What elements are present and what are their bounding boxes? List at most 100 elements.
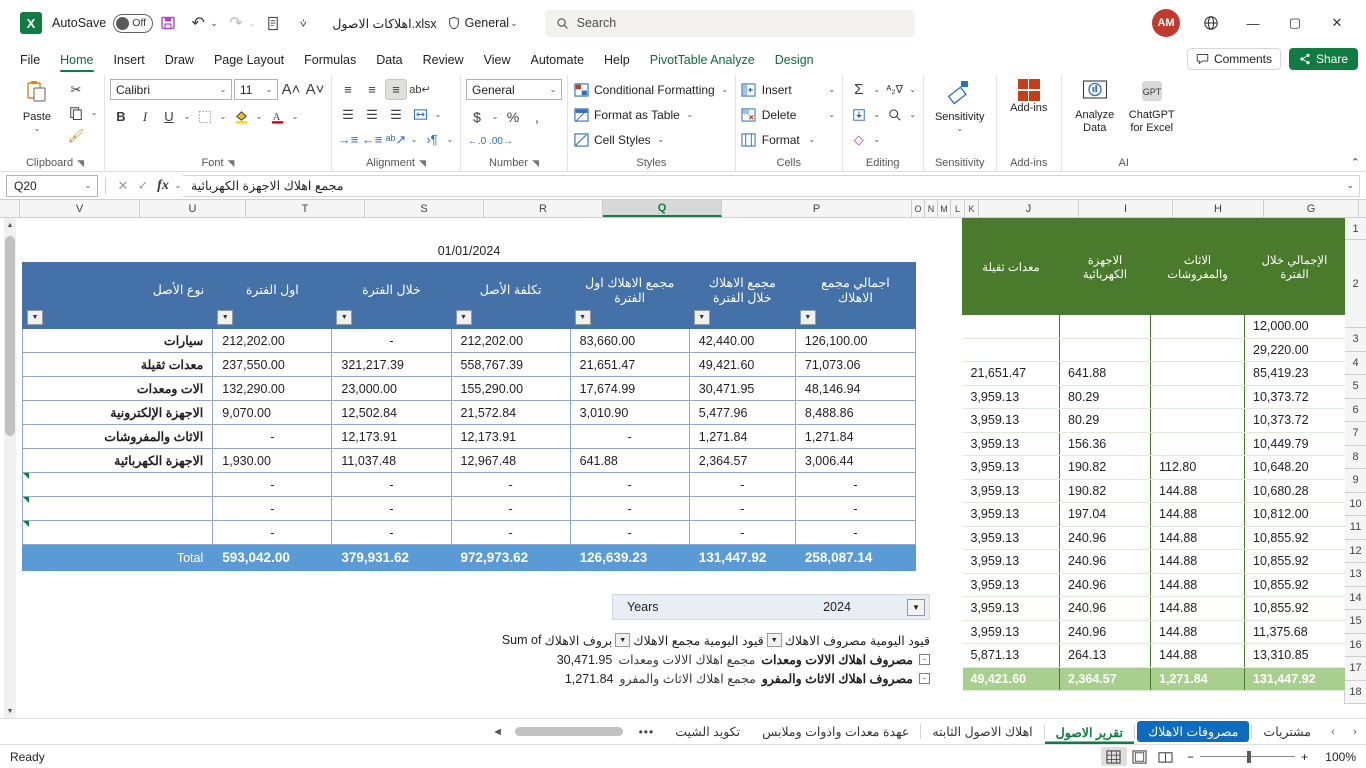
cut-icon[interactable]: ✂	[70, 81, 82, 97]
close-button[interactable]: ✕	[1331, 15, 1343, 30]
report-cell-during-period[interactable]: 23,000.00	[331, 376, 452, 401]
zoom-out-button[interactable]: −	[1186, 749, 1194, 764]
green-cell-heavy[interactable]	[962, 338, 1060, 362]
green-cell-electric[interactable]: 156.36	[1059, 432, 1151, 456]
autosum-dropdown-caret-icon[interactable]: ⌄	[873, 85, 881, 94]
merge-dropdown-caret-icon[interactable]: ⌄	[434, 110, 442, 119]
print-preview-icon[interactable]	[258, 8, 288, 38]
table-row[interactable]: ------	[21, 496, 917, 521]
column-header-I[interactable]: I	[1079, 200, 1173, 217]
align-middle-icon[interactable]: ≡	[368, 82, 376, 97]
green-cell-electric[interactable]	[1059, 314, 1151, 339]
report-cell-accumulated-during[interactable]: 30,471.95	[688, 376, 796, 401]
undo-dropdown-caret-icon[interactable]: ⌄	[210, 17, 218, 28]
green-cell-total[interactable]: 10,855.92	[1244, 573, 1345, 597]
green-cell-furniture[interactable]	[1150, 432, 1245, 456]
green-cell-total[interactable]: 10,855.92	[1244, 596, 1345, 621]
format-cells-button[interactable]: Format ⌄	[741, 129, 837, 150]
copy-dropdown-caret-icon[interactable]: ⌄	[90, 108, 98, 117]
green-cell-furniture[interactable]: 144.88	[1150, 479, 1245, 503]
report-cell-asset-cost[interactable]: 155,290.00	[450, 376, 571, 401]
report-cell-during-period[interactable]: -	[331, 520, 452, 545]
row-header-6[interactable]: 6	[1344, 398, 1366, 422]
increase-indent-icon[interactable]: →≡	[337, 132, 359, 147]
report-cell-during-period[interactable]: -	[331, 472, 452, 497]
green-cell-furniture[interactable]: 144.88	[1150, 573, 1245, 597]
next-sheet-icon[interactable]: ›	[1331, 725, 1335, 738]
column-header-R[interactable]: R	[484, 200, 603, 217]
green-cell-electric[interactable]: 190.82	[1059, 455, 1151, 480]
report-cell-accumulated-during[interactable]: 2,364.57	[688, 448, 796, 473]
green-cell-electric[interactable]: 197.04	[1059, 502, 1151, 527]
table-row[interactable]: 10,855.92 144.88 240.96 3,959.13	[962, 573, 1345, 597]
green-cell-heavy[interactable]: 3,959.13	[962, 573, 1060, 597]
report-cell-asset-type[interactable]	[21, 520, 214, 545]
green-cell-heavy[interactable]	[962, 314, 1060, 339]
chatgpt-for-excel-button[interactable]: GPT ChatGPT for Excel	[1123, 79, 1181, 134]
slicer-selected-value[interactable]: 2024	[823, 600, 851, 614]
report-cell-total-accumulated[interactable]: 71,073.06	[794, 352, 917, 377]
green-cell-electric[interactable]: 80.29	[1059, 408, 1151, 433]
green-cell-furniture[interactable]: 144.88	[1150, 502, 1245, 527]
copy-icon[interactable]	[65, 102, 87, 123]
ribbon-tab-design[interactable]: Design	[774, 53, 814, 67]
green-cell-furniture[interactable]	[1150, 314, 1245, 339]
chevron-down-icon[interactable]: ⌄	[219, 85, 227, 94]
green-cell-total[interactable]: 10,373.72	[1244, 408, 1345, 433]
font-color-dropdown-caret-icon[interactable]: ⌄	[291, 112, 299, 121]
ribbon-tab-view[interactable]: View	[483, 53, 511, 67]
merge-and-center-icon[interactable]	[409, 104, 431, 125]
chevron-down-icon[interactable]: ⌄	[265, 85, 273, 94]
green-cell-total[interactable]: 10,449.79	[1244, 432, 1345, 456]
green-cell-heavy[interactable]: 3,959.13	[962, 526, 1060, 550]
horizontal-scrollbar-thumb[interactable]	[514, 727, 623, 736]
green-cell-heavy[interactable]: 5,871.13	[962, 643, 1060, 668]
ribbon-tab-draw[interactable]: Draw	[164, 53, 194, 67]
zoom-level-label[interactable]: 100%	[1325, 749, 1356, 764]
sensitivity-label-button[interactable]: General ⌄	[447, 16, 521, 30]
find-dropdown-caret-icon[interactable]: ⌄	[909, 110, 917, 119]
report-cell-begin-period[interactable]: 132,290.00	[212, 376, 333, 401]
report-cell-total-accumulated[interactable]: 48,146.94	[794, 376, 917, 401]
chevron-down-icon[interactable]: ⌄	[721, 85, 729, 94]
report-cell-asset-type[interactable]: الاجهزة الكهربائية	[21, 448, 214, 473]
report-cell-during-period[interactable]: 321,217.39	[331, 352, 452, 377]
name-box[interactable]: Q20 ⌄	[6, 174, 98, 197]
report-cell-asset-type[interactable]	[21, 472, 214, 497]
table-row[interactable]: 3,006.44 2,364.57 641.88 12,967.48 11,037.48…	[21, 448, 917, 473]
report-cell-begin-period[interactable]: 212,202.00	[212, 328, 333, 353]
chevron-down-icon[interactable]: ⌄	[828, 110, 836, 119]
scroll-left-arrow-icon[interactable]: ◄	[492, 725, 504, 738]
filter-dropdown-icon[interactable]: ▼	[336, 310, 353, 325]
green-cell-total[interactable]: 11,375.68	[1244, 620, 1345, 644]
ribbon-tab-pivottable-analyze[interactable]: PivotTable Analyze	[649, 53, 755, 67]
green-cell-furniture[interactable]	[1150, 408, 1245, 433]
row-header-9[interactable]: 9	[1344, 469, 1366, 493]
green-cell-total[interactable]: 10,648.20	[1244, 455, 1345, 480]
sheet-tab-sheet-coding[interactable]: تكويد الشيت	[675, 725, 741, 739]
report-cell-during-period[interactable]: -	[331, 496, 452, 521]
table-row[interactable]: 85,419.23 641.88 21,651.47	[962, 361, 1345, 386]
report-cell-asset-type[interactable]: الات ومعدات	[21, 376, 214, 401]
avatar[interactable]: AM	[1152, 9, 1180, 37]
expand-formula-bar-icon[interactable]: ⌄	[1346, 180, 1354, 190]
pivot-row[interactable]: - مصروف اهلاك الالات ومعدات مجمع اهلاك الا…	[482, 650, 930, 669]
decrease-indent-icon[interactable]: ←≡	[361, 132, 383, 147]
green-cell-total[interactable]: 29,220.00	[1244, 338, 1345, 362]
filter-dropdown-icon[interactable]: ▼	[799, 310, 816, 325]
report-cell-asset-cost[interactable]: -	[450, 472, 571, 497]
report-cell-accumulated-begin[interactable]: -	[569, 496, 690, 521]
report-cell-during-period[interactable]: -	[331, 328, 452, 353]
green-cell-electric[interactable]: 240.96	[1059, 620, 1151, 644]
report-cell-accumulated-during[interactable]: 42,440.00	[688, 328, 796, 353]
row-header-11[interactable]: 11	[1344, 516, 1366, 540]
comments-button[interactable]: Comments	[1186, 48, 1281, 70]
column-header-N[interactable]: N	[925, 200, 938, 217]
report-cell-asset-type[interactable]: معدات ثقيلة	[21, 352, 214, 377]
green-cell-furniture[interactable]: 144.88	[1150, 643, 1245, 668]
fill-color-dropdown-caret-icon[interactable]: ⌄	[255, 112, 263, 121]
green-cell-total[interactable]: 10,855.92	[1244, 549, 1345, 574]
green-cell-heavy[interactable]: 3,959.13	[962, 620, 1060, 644]
green-cell-total[interactable]: 85,419.23	[1244, 361, 1345, 386]
column-header-T[interactable]: T	[246, 200, 365, 217]
